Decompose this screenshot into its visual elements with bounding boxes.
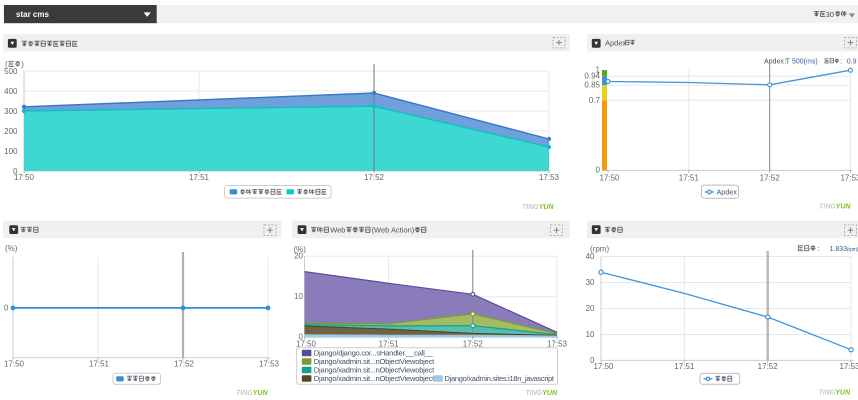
svg-text:17:50: 17:50 — [14, 173, 35, 182]
svg-text:10: 10 — [294, 292, 303, 301]
svg-text:Apdex: Apdex — [605, 38, 627, 47]
svg-text:17:53: 17:53 — [259, 360, 280, 369]
svg-text:star cms: star cms — [16, 10, 49, 19]
svg-text:Django/django.cor...sHandler._: Django/django.cor...sHandler.__call__ — [314, 349, 434, 358]
svg-text:20: 20 — [294, 252, 303, 261]
svg-text:Web: Web — [330, 225, 345, 234]
svg-text:1: 1 — [596, 66, 601, 75]
svg-text:40: 40 — [586, 252, 595, 261]
svg-text:500: 500 — [4, 67, 18, 76]
svg-text:17:53: 17:53 — [840, 173, 858, 182]
svg-text:0: 0 — [596, 165, 601, 174]
svg-text:(rpm): (rpm) — [590, 245, 609, 254]
svg-text:0.7: 0.7 — [589, 96, 601, 105]
svg-text:17:51: 17:51 — [679, 173, 700, 182]
svg-text:17:53: 17:53 — [839, 362, 858, 371]
svg-text:17:52: 17:52 — [760, 173, 781, 182]
svg-text:17:51: 17:51 — [89, 360, 110, 369]
svg-text:TINGYUN: TINGYUN — [236, 390, 268, 397]
svg-text:0.9: 0.9 — [847, 59, 857, 66]
svg-text::: : — [817, 246, 819, 253]
svg-text:(%): (%) — [294, 245, 307, 254]
svg-text:500(ms): 500(ms) — [792, 59, 818, 66]
svg-text:30: 30 — [586, 278, 595, 287]
svg-text:17:50: 17:50 — [599, 173, 620, 182]
svg-text:0: 0 — [4, 303, 9, 312]
svg-text:): ) — [21, 60, 24, 69]
svg-text:0.94: 0.94 — [584, 72, 600, 81]
svg-text:(rpm): (rpm) — [847, 247, 858, 253]
svg-text:TINGYUN: TINGYUN — [522, 204, 554, 211]
svg-text:17:51: 17:51 — [674, 362, 695, 371]
svg-text:(: ( — [5, 60, 8, 69]
svg-text:17:51: 17:51 — [379, 340, 400, 349]
svg-text:(%): (%) — [5, 244, 18, 253]
svg-text:17:52: 17:52 — [364, 173, 385, 182]
svg-text:0: 0 — [590, 356, 595, 365]
svg-text:0.85: 0.85 — [584, 81, 600, 90]
svg-text:10: 10 — [586, 330, 595, 339]
svg-text:(Web Action): (Web Action) — [372, 225, 415, 234]
svg-text:17:53: 17:53 — [547, 340, 568, 349]
svg-text:17:53: 17:53 — [539, 173, 560, 182]
svg-text::: : — [785, 59, 787, 66]
svg-text:Apdex: Apdex — [717, 188, 738, 197]
svg-text:Django/xadmin.sit...nObjectVie: Django/xadmin.sit...nObjectViewobject — [314, 374, 435, 383]
svg-text:200: 200 — [4, 127, 18, 136]
svg-text:17:50: 17:50 — [4, 360, 25, 369]
svg-text::: : — [840, 59, 842, 66]
svg-text:Django/xadmin.sites:i18n_javas: Django/xadmin.sites:i18n_javascript — [445, 374, 555, 383]
svg-text:Django/xadmin.sit...nObjectVie: Django/xadmin.sit...nObjectViewobject — [314, 357, 435, 366]
svg-text:0: 0 — [13, 167, 18, 176]
svg-text:17:52: 17:52 — [463, 340, 484, 349]
svg-text:TINGYUN: TINGYUN — [525, 390, 557, 397]
svg-text:TINGYUN: TINGYUN — [818, 390, 850, 397]
svg-text:17:50: 17:50 — [296, 340, 317, 349]
svg-text:17:52: 17:52 — [758, 362, 779, 371]
svg-text:300: 300 — [4, 107, 18, 116]
svg-text:400: 400 — [4, 87, 18, 96]
svg-text:0: 0 — [299, 333, 304, 342]
svg-text:Apdex T: Apdex T — [764, 59, 791, 66]
svg-text:30: 30 — [826, 10, 834, 19]
svg-text:20: 20 — [586, 304, 595, 313]
svg-text:17:50: 17:50 — [593, 362, 614, 371]
svg-text:TINGYUN: TINGYUN — [819, 204, 851, 211]
svg-text:100: 100 — [4, 147, 18, 156]
svg-text:1.833: 1.833 — [830, 246, 848, 253]
svg-text:Django/xadmin.sit...nObjectVie: Django/xadmin.sit...nObjectViewobject — [314, 366, 435, 375]
svg-text:17:52: 17:52 — [174, 360, 195, 369]
svg-text:17:51: 17:51 — [189, 173, 210, 182]
